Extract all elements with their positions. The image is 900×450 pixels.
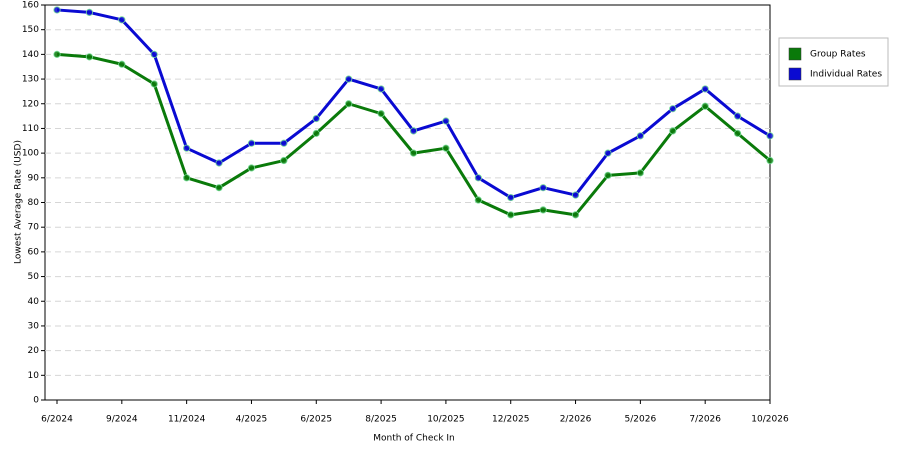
x-tick-label: 11/2024 [168, 415, 206, 425]
data-point [118, 60, 126, 68]
x-axis-label: Month of Check In [373, 434, 455, 444]
y-tick-label: 140 [22, 50, 39, 60]
data-point [636, 132, 644, 140]
y-tick-label: 100 [22, 149, 39, 159]
data-point [474, 174, 482, 182]
data-point [183, 174, 191, 182]
data-point [604, 171, 612, 179]
y-tick-label: 40 [28, 297, 40, 307]
y-tick-label: 0 [33, 396, 39, 406]
y-tick-label: 80 [28, 198, 40, 208]
y-axis-label: Lowest Average Rate (USD) [14, 140, 24, 264]
y-tick-label: 50 [28, 272, 40, 282]
data-point [409, 127, 418, 135]
data-point [150, 80, 158, 88]
data-point [215, 184, 223, 192]
data-point [183, 144, 191, 152]
data-point [507, 211, 515, 219]
data-point [571, 191, 580, 199]
y-tick-label: 20 [28, 346, 40, 356]
x-tick-label: 7/2026 [689, 415, 721, 425]
data-point [539, 184, 547, 192]
y-tick-label: 110 [22, 124, 39, 134]
data-point [701, 102, 709, 110]
x-tick-label: 6/2024 [41, 415, 73, 425]
data-point [766, 156, 774, 165]
data-point [345, 100, 353, 108]
data-point [733, 112, 742, 120]
data-point [85, 53, 94, 61]
data-point [53, 6, 61, 14]
data-point [280, 139, 288, 147]
data-point [409, 149, 418, 157]
data-point [474, 196, 482, 204]
x-tick-label: 5/2026 [625, 415, 657, 425]
data-point [733, 129, 742, 137]
y-tick-label: 10 [28, 371, 40, 381]
y-tick-label: 120 [22, 99, 39, 109]
data-point [636, 169, 644, 177]
data-point [345, 75, 353, 83]
data-point [604, 149, 612, 157]
y-tick-label: 70 [28, 223, 40, 233]
data-point [312, 114, 320, 123]
data-point [766, 132, 774, 140]
series-line [56, 8, 771, 200]
y-tick-label: 60 [28, 247, 40, 257]
data-point [442, 144, 450, 152]
data-point [442, 117, 450, 125]
x-tick-label: 9/2024 [106, 415, 138, 425]
x-tick-label: 12/2025 [492, 415, 529, 425]
y-tick-label: 130 [22, 75, 39, 85]
data-point [85, 8, 94, 17]
data-point [247, 139, 256, 147]
data-point [150, 50, 158, 58]
legend-label: Individual Rates [810, 70, 882, 80]
x-tick-label: 10/2026 [751, 415, 789, 425]
data-point [669, 127, 677, 135]
y-tick-label: 30 [28, 321, 40, 331]
data-point [280, 156, 288, 165]
x-tick-label: 6/2025 [300, 415, 332, 425]
data-point [669, 105, 677, 113]
data-point [571, 211, 580, 219]
legend-swatch [788, 67, 802, 81]
y-tick-label: 150 [22, 25, 39, 35]
x-tick-label: 8/2025 [365, 415, 397, 425]
data-point [118, 16, 126, 24]
x-tick-label: 10/2025 [427, 415, 464, 425]
data-point [507, 193, 515, 202]
y-tick-label: 160 [22, 1, 39, 11]
y-tick-label: 90 [28, 173, 40, 183]
data-point [312, 129, 320, 137]
x-tick-label: 2/2026 [560, 415, 592, 425]
legend-swatch [788, 47, 802, 61]
data-point [377, 110, 385, 118]
legend-label: Group Rates [810, 50, 866, 60]
data-point [701, 85, 709, 93]
data-point [247, 164, 256, 172]
data-point [377, 85, 385, 93]
data-point [215, 159, 223, 167]
x-tick-label: 4/2025 [236, 415, 268, 425]
data-point [53, 50, 61, 58]
data-point [539, 206, 547, 214]
